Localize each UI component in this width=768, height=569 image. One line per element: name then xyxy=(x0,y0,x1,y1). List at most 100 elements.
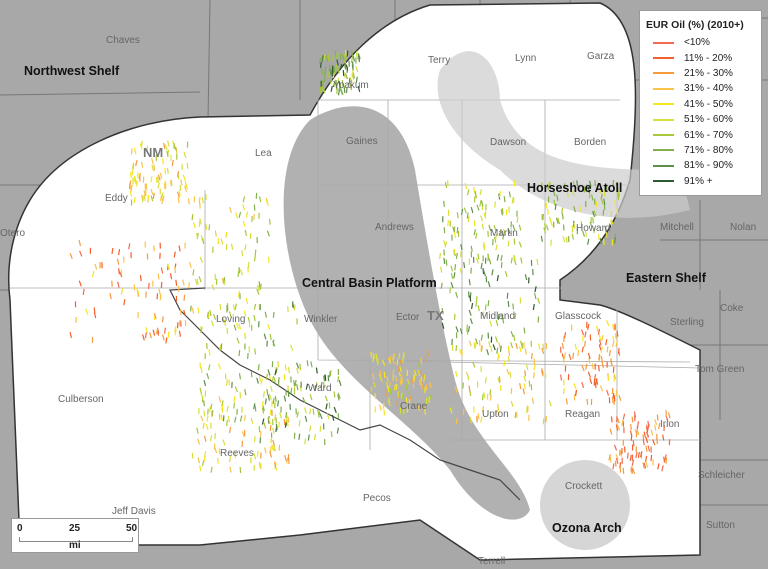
well-line xyxy=(612,366,615,373)
well-line xyxy=(597,365,600,372)
region-label: Central Basin Platform xyxy=(302,276,437,290)
well-line xyxy=(162,158,164,165)
well-line xyxy=(264,447,267,454)
well-line xyxy=(484,377,487,384)
well-line xyxy=(159,194,163,202)
well-line xyxy=(618,394,622,402)
well-line xyxy=(323,54,326,61)
well-line xyxy=(337,89,341,96)
well-line xyxy=(263,422,267,429)
well-line xyxy=(647,423,650,431)
well-line xyxy=(614,237,616,244)
well-line xyxy=(533,364,536,371)
legend-label: 41% - 50% xyxy=(684,98,733,110)
well-line xyxy=(268,218,271,225)
well-line xyxy=(259,283,262,290)
county-label: Ward xyxy=(308,383,332,394)
well-line xyxy=(91,271,95,278)
well-line xyxy=(206,415,209,422)
well-line xyxy=(336,59,339,66)
well-line xyxy=(233,402,236,409)
well-line xyxy=(393,384,396,391)
well-line xyxy=(540,182,543,189)
well-line xyxy=(210,320,214,327)
well-line xyxy=(571,226,574,233)
well-line xyxy=(450,282,454,289)
well-line xyxy=(496,409,501,416)
well-line xyxy=(612,392,615,399)
well-line xyxy=(206,311,210,318)
well-line xyxy=(321,55,324,62)
well-line xyxy=(508,349,511,357)
well-line xyxy=(258,196,262,203)
well-line xyxy=(296,367,299,374)
well-line xyxy=(454,386,458,393)
well-line xyxy=(221,404,224,411)
well-line xyxy=(633,411,637,418)
well-line xyxy=(236,337,240,344)
well-line xyxy=(342,52,346,59)
well-line xyxy=(453,272,456,279)
well-line xyxy=(220,238,224,245)
well-line xyxy=(606,319,610,327)
well-line xyxy=(413,370,417,377)
county-label: Garza xyxy=(587,51,615,62)
well-line xyxy=(225,379,229,386)
well-line xyxy=(235,212,239,219)
well-line xyxy=(286,457,289,464)
well-line xyxy=(302,396,306,403)
well-line xyxy=(500,209,503,216)
well-line xyxy=(449,407,453,414)
county-label: Crane xyxy=(400,401,428,412)
well-line xyxy=(665,416,669,423)
legend-swatch xyxy=(653,41,674,44)
well-line xyxy=(452,226,456,233)
well-line xyxy=(209,435,213,442)
well-line xyxy=(339,89,344,96)
well-line xyxy=(294,379,297,386)
well-line xyxy=(180,179,183,186)
well-line xyxy=(338,379,342,387)
well-line xyxy=(453,231,457,238)
well-line xyxy=(325,403,328,410)
well-line xyxy=(497,377,501,384)
well-line xyxy=(269,451,273,458)
well-line xyxy=(267,323,271,330)
well-line xyxy=(345,86,348,93)
well-line xyxy=(620,450,623,457)
well-line xyxy=(589,221,593,229)
well-line xyxy=(563,352,567,359)
well-line xyxy=(469,318,473,325)
well-line xyxy=(469,417,472,424)
well-line xyxy=(455,291,459,298)
well-line xyxy=(510,342,514,349)
well-line xyxy=(443,227,446,234)
well-line xyxy=(144,332,148,339)
well-line xyxy=(379,404,382,411)
well-line xyxy=(200,392,204,399)
well-line xyxy=(642,439,645,446)
well-line xyxy=(328,71,330,78)
well-line xyxy=(129,180,132,187)
well-line xyxy=(475,338,479,345)
county-label: Winkler xyxy=(304,314,338,325)
well-line xyxy=(616,424,621,431)
well-line xyxy=(185,183,189,190)
well-line xyxy=(150,195,154,202)
well-line xyxy=(355,50,358,57)
well-line xyxy=(399,360,403,367)
well-line xyxy=(331,65,334,72)
well-line xyxy=(593,374,597,381)
well-line xyxy=(133,147,137,154)
county-label: Gaines xyxy=(346,136,378,147)
well-line xyxy=(175,279,178,286)
well-line xyxy=(477,413,480,420)
well-line xyxy=(549,220,554,227)
well-line xyxy=(152,329,156,336)
well-line xyxy=(243,414,246,421)
well-line xyxy=(111,247,114,254)
well-line xyxy=(341,81,346,88)
well-line xyxy=(253,436,256,443)
